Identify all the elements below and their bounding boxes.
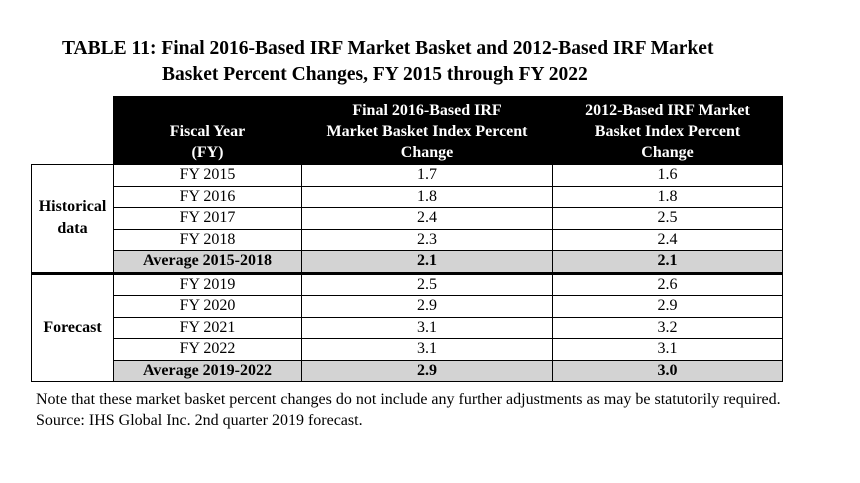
header-2012-line2: Basket Index Percent bbox=[594, 123, 741, 140]
table-title-line2: Basket Percent Changes, FY 2015 through … bbox=[162, 64, 588, 85]
average-row-forecast: Average 2019-2022 2.9 3.0 bbox=[32, 359, 783, 382]
header-2012-based: 2012-Based IRF Market Basket Index Perce… bbox=[552, 96, 783, 165]
group-forecast: Forecast bbox=[31, 272, 114, 382]
cell-2012-value: 2.4 bbox=[552, 228, 783, 251]
cell-2016-average: 2.9 bbox=[301, 359, 553, 382]
cell-2012-average: 2.1 bbox=[552, 250, 783, 275]
table-row: FY 2016 1.8 1.8 bbox=[32, 185, 783, 208]
group-historical: Historical data bbox=[31, 164, 114, 275]
cell-2016-value: 3.1 bbox=[301, 316, 553, 339]
cell-fiscal-year: FY 2017 bbox=[113, 207, 302, 230]
cell-2016-value: 3.1 bbox=[301, 338, 553, 361]
table-row: FY 2017 2.4 2.5 bbox=[32, 207, 783, 230]
cell-fiscal-year: FY 2019 bbox=[113, 272, 302, 296]
cell-fiscal-year: FY 2022 bbox=[113, 338, 302, 361]
cell-fiscal-year: FY 2020 bbox=[113, 295, 302, 318]
cell-2012-value: 3.1 bbox=[552, 338, 783, 361]
cell-fiscal-year: FY 2015 bbox=[113, 164, 302, 187]
market-basket-table: Fiscal Year (FY) Final 2016-Based IRF Ma… bbox=[31, 96, 783, 382]
cell-2012-value: 3.2 bbox=[552, 316, 783, 339]
cell-fiscal-year: FY 2016 bbox=[113, 185, 302, 208]
header-fiscal-year: Fiscal Year (FY) bbox=[113, 96, 302, 165]
cell-2012-average: 3.0 bbox=[552, 359, 783, 382]
header-fiscal-year-line2: (FY) bbox=[191, 144, 224, 161]
cell-2016-value: 2.4 bbox=[301, 207, 553, 230]
table-row: FY 2018 2.3 2.4 bbox=[32, 228, 783, 251]
header-2016-line2: Market Basket Index Percent bbox=[326, 123, 528, 140]
header-fiscal-year-line1: Fiscal Year bbox=[169, 123, 246, 140]
table-row: FY 2021 3.1 3.2 bbox=[32, 316, 783, 339]
table-notes: Note that these market basket percent ch… bbox=[36, 389, 836, 431]
cell-2012-value: 1.6 bbox=[552, 164, 783, 187]
table-row: FY 2020 2.9 2.9 bbox=[32, 295, 783, 318]
cell-2016-value: 2.9 bbox=[301, 295, 553, 318]
cell-2016-value: 1.7 bbox=[301, 164, 553, 187]
header-blank-cell bbox=[31, 96, 114, 165]
table-title-line1: TABLE 11: Final 2016-Based IRF Market Ba… bbox=[62, 38, 714, 59]
cell-2016-average: 2.1 bbox=[301, 250, 553, 275]
table-row: FY 2022 3.1 3.1 bbox=[32, 338, 783, 361]
header-2016-line1: Final 2016-Based IRF bbox=[352, 102, 502, 119]
note-text: Note that these market basket percent ch… bbox=[36, 391, 781, 408]
header-2012-line1: 2012-Based IRF Market bbox=[585, 102, 750, 119]
average-row-historical: Average 2015-2018 2.1 2.1 bbox=[32, 250, 783, 275]
header-row: Fiscal Year (FY) Final 2016-Based IRF Ma… bbox=[31, 96, 783, 165]
cell-2016-value: 1.8 bbox=[301, 185, 553, 208]
table-row: Historical data FY 2015 1.7 1.6 bbox=[31, 164, 783, 275]
cell-2016-value: 2.3 bbox=[301, 228, 553, 251]
group-historical-line1: Historical bbox=[38, 198, 107, 216]
cell-fiscal-year: FY 2018 bbox=[113, 228, 302, 251]
cell-average-label: Average 2015-2018 bbox=[113, 250, 302, 275]
cell-2012-value: 2.9 bbox=[552, 295, 783, 318]
cell-2012-value: 2.5 bbox=[552, 207, 783, 230]
cell-2012-value: 2.6 bbox=[552, 272, 783, 296]
header-2016-based: Final 2016-Based IRF Market Basket Index… bbox=[301, 96, 553, 165]
cell-fiscal-year: FY 2021 bbox=[113, 316, 302, 339]
cell-average-label: Average 2019-2022 bbox=[113, 359, 302, 382]
cell-2012-value: 1.8 bbox=[552, 185, 783, 208]
header-2012-line3: Change bbox=[641, 144, 694, 161]
cell-2016-value: 2.5 bbox=[301, 272, 553, 296]
group-historical-line2: data bbox=[57, 220, 88, 238]
header-2016-line3: Change bbox=[400, 144, 454, 161]
table-row: Forecast FY 2019 2.5 2.6 bbox=[31, 272, 783, 382]
source-text: Source: IHS Global Inc. 2nd quarter 2019… bbox=[36, 412, 363, 429]
